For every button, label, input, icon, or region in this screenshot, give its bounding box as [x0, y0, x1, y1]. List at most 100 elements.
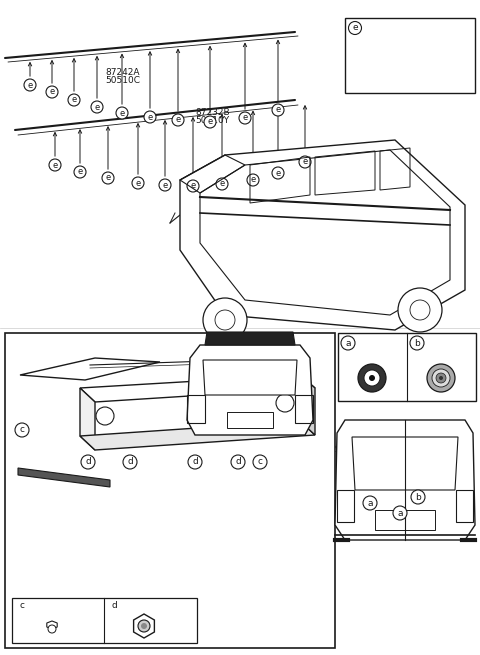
Text: 87214B: 87214B	[20, 363, 52, 372]
Bar	[5, 333, 335, 648]
Circle shape	[68, 94, 80, 106]
Text: d: d	[127, 457, 133, 466]
Circle shape	[203, 298, 247, 342]
Circle shape	[276, 394, 294, 412]
Bar	[295, 395, 313, 423]
Circle shape	[436, 373, 446, 383]
Text: e: e	[276, 105, 281, 115]
Circle shape	[348, 22, 361, 35]
Circle shape	[132, 177, 144, 189]
Text: c: c	[20, 601, 24, 610]
Circle shape	[247, 174, 259, 186]
Circle shape	[116, 107, 128, 119]
Circle shape	[398, 288, 442, 332]
Circle shape	[141, 623, 147, 629]
Polygon shape	[205, 332, 295, 345]
Text: d: d	[235, 457, 241, 466]
Polygon shape	[80, 375, 315, 402]
Circle shape	[123, 455, 137, 469]
Circle shape	[15, 599, 29, 613]
Circle shape	[231, 455, 245, 469]
Text: 87232B: 87232B	[195, 108, 229, 117]
Circle shape	[15, 423, 29, 437]
Text: e: e	[251, 176, 256, 185]
Text: 50510Y: 50510Y	[195, 116, 229, 125]
Text: e: e	[352, 24, 358, 33]
Text: b: b	[415, 493, 421, 502]
Circle shape	[432, 369, 450, 387]
Circle shape	[410, 336, 424, 350]
Circle shape	[46, 86, 58, 98]
Text: b: b	[414, 339, 420, 348]
Text: d: d	[111, 601, 117, 610]
Polygon shape	[47, 621, 57, 629]
Text: e: e	[27, 81, 33, 90]
Circle shape	[253, 455, 267, 469]
Text: a: a	[345, 339, 351, 348]
Polygon shape	[203, 360, 297, 395]
Polygon shape	[200, 150, 450, 315]
Text: e: e	[207, 117, 213, 126]
Circle shape	[272, 104, 284, 116]
Text: 1140FZ: 1140FZ	[32, 604, 66, 613]
Circle shape	[427, 364, 455, 392]
Text: 87215E: 87215E	[148, 351, 180, 360]
Circle shape	[49, 159, 61, 171]
Text: 92750: 92750	[18, 490, 44, 499]
Text: e: e	[52, 160, 58, 170]
Bar	[375, 510, 435, 530]
Text: 87212X: 87212X	[365, 26, 405, 36]
Polygon shape	[335, 420, 475, 540]
Polygon shape	[352, 437, 458, 490]
Text: e: e	[242, 113, 248, 122]
Text: e: e	[276, 168, 281, 178]
Text: (W/SPOILER): (W/SPOILER)	[13, 347, 78, 357]
Bar	[338, 333, 476, 401]
Circle shape	[216, 178, 228, 190]
Circle shape	[24, 79, 36, 91]
Circle shape	[204, 116, 216, 128]
Bar	[337, 490, 354, 522]
Circle shape	[439, 376, 443, 380]
Circle shape	[138, 620, 150, 632]
Circle shape	[159, 179, 171, 191]
Polygon shape	[187, 345, 313, 435]
Bar	[12, 598, 197, 643]
Polygon shape	[133, 614, 155, 638]
Text: a: a	[397, 508, 403, 517]
Bar	[227, 412, 273, 428]
Text: e: e	[302, 157, 308, 166]
Circle shape	[341, 336, 355, 350]
Text: 1076AM: 1076AM	[358, 341, 395, 350]
Circle shape	[102, 172, 114, 184]
Circle shape	[107, 599, 121, 613]
Text: e: e	[147, 113, 153, 121]
Circle shape	[188, 455, 202, 469]
Polygon shape	[180, 140, 465, 330]
Text: e: e	[95, 102, 100, 111]
Text: 87242A: 87242A	[105, 68, 140, 77]
Text: 87212B: 87212B	[310, 445, 342, 454]
Circle shape	[91, 101, 103, 113]
Circle shape	[299, 156, 311, 168]
Polygon shape	[300, 375, 315, 435]
Circle shape	[96, 407, 114, 425]
Text: e: e	[135, 179, 141, 187]
Bar	[456, 490, 473, 522]
Polygon shape	[20, 358, 160, 380]
Text: a: a	[367, 498, 373, 508]
Text: e: e	[175, 115, 180, 124]
Text: e: e	[106, 174, 110, 183]
Text: 87259: 87259	[124, 604, 153, 613]
Text: d: d	[85, 457, 91, 466]
Circle shape	[239, 112, 251, 124]
Circle shape	[358, 364, 386, 392]
Text: 87213: 87213	[90, 400, 117, 409]
Text: e: e	[49, 88, 55, 96]
Circle shape	[48, 625, 56, 633]
Text: e: e	[191, 181, 196, 191]
Text: 81739B: 81739B	[427, 341, 462, 350]
Circle shape	[272, 167, 284, 179]
Text: e: e	[120, 109, 125, 117]
Circle shape	[364, 370, 380, 386]
